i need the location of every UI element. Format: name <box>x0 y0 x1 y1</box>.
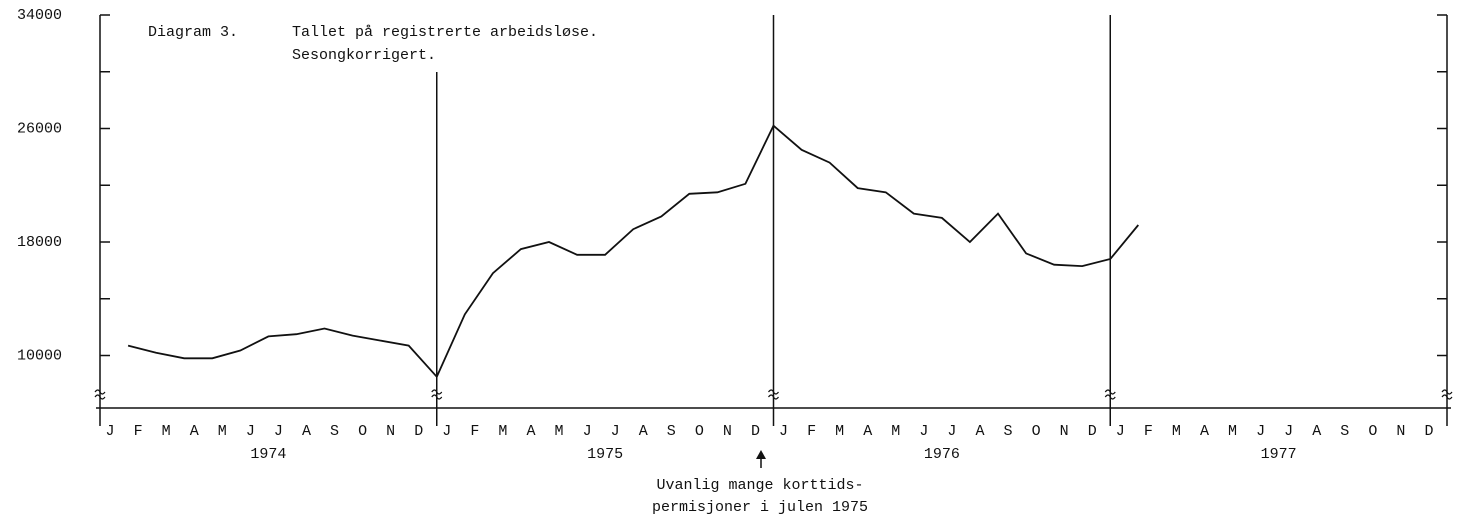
x-tick-label: O <box>358 423 367 440</box>
axis-break <box>1104 389 1116 400</box>
x-tick-label: J <box>442 423 451 440</box>
x-tick-label: M <box>1172 423 1181 440</box>
x-tick-label: N <box>723 423 732 440</box>
x-tick-label: A <box>302 423 311 440</box>
x-tick-label: D <box>751 423 760 440</box>
annotation: Uvanlig mange korttids- <box>656 477 863 494</box>
x-tick-label: S <box>1340 423 1349 440</box>
x-tick-label: J <box>106 423 115 440</box>
x-tick-label: A <box>639 423 648 440</box>
annotation: permisjoner i julen 1975 <box>652 499 868 516</box>
x-tick-label: A <box>863 423 872 440</box>
year-label: 1974 <box>250 446 286 463</box>
chart-subtitle: Sesongkorrigert. <box>292 47 436 64</box>
x-tick-label: J <box>583 423 592 440</box>
x-tick-label: N <box>1396 423 1405 440</box>
x-tick-label: J <box>919 423 928 440</box>
axis-break <box>431 389 443 400</box>
x-tick-label: M <box>218 423 227 440</box>
x-tick-label: N <box>386 423 395 440</box>
x-tick-label: J <box>1256 423 1265 440</box>
x-tick-label: S <box>667 423 676 440</box>
x-tick-label: F <box>134 423 143 440</box>
x-tick-label: O <box>695 423 704 440</box>
x-tick-label: D <box>1424 423 1433 440</box>
axis-break <box>768 389 779 400</box>
x-tick-label: M <box>162 423 171 440</box>
year-label: 1975 <box>587 446 623 463</box>
x-tick-label: A <box>526 423 535 440</box>
chart-title: Diagram 3. <box>148 24 238 41</box>
x-tick-label: F <box>807 423 816 440</box>
axis-break <box>1441 389 1453 400</box>
chart-subtitle: Tallet på registrerte arbeidsløse. <box>292 24 598 41</box>
x-tick-label: O <box>1368 423 1377 440</box>
x-tick-label: S <box>1004 423 1013 440</box>
annotation-arrowhead <box>756 450 766 459</box>
x-tick-label: A <box>975 423 984 440</box>
x-tick-label: J <box>1284 423 1293 440</box>
x-tick-label: M <box>1228 423 1237 440</box>
data-line <box>127 124 1139 379</box>
x-tick-label: J <box>611 423 620 440</box>
x-tick-label: D <box>1088 423 1097 440</box>
x-tick-label: O <box>1032 423 1041 440</box>
x-tick-label: A <box>190 423 199 440</box>
x-tick-label: J <box>1116 423 1125 440</box>
x-tick-label: A <box>1312 423 1321 440</box>
x-tick-label: M <box>555 423 564 440</box>
x-tick-label: J <box>274 423 283 440</box>
x-tick-label: M <box>498 423 507 440</box>
x-tick-label: M <box>835 423 844 440</box>
x-tick-label: F <box>1144 423 1153 440</box>
axis-break <box>94 389 106 400</box>
x-tick-label: F <box>470 423 479 440</box>
x-tick-label: J <box>246 423 255 440</box>
y-tick-label: 34000 <box>17 7 62 24</box>
year-label: 1977 <box>1261 446 1297 463</box>
x-tick-label: J <box>947 423 956 440</box>
y-tick-label: 10000 <box>17 347 62 364</box>
y-tick-label: 26000 <box>17 120 62 137</box>
year-label: 1976 <box>924 446 960 463</box>
x-tick-label: D <box>414 423 423 440</box>
x-tick-label: M <box>891 423 900 440</box>
x-tick-label: N <box>1060 423 1069 440</box>
x-tick-label: A <box>1200 423 1209 440</box>
y-tick-label: 18000 <box>17 234 62 251</box>
x-tick-label: J <box>779 423 788 440</box>
x-tick-label: S <box>330 423 339 440</box>
